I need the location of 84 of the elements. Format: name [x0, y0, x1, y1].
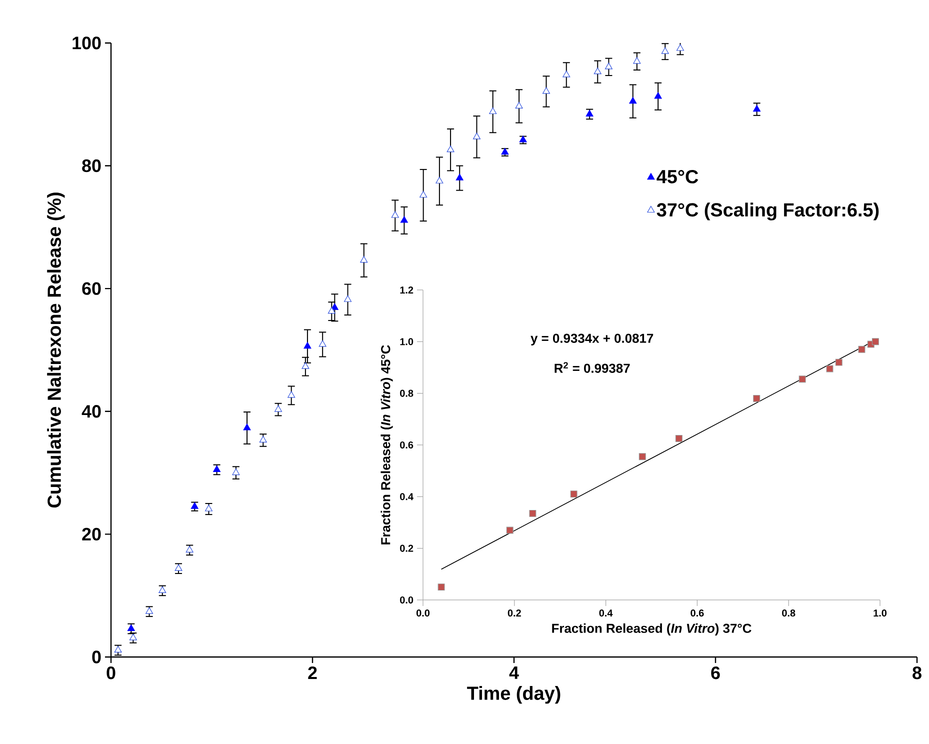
y-tick-label: 80 [82, 159, 101, 172]
x-tick-label: 0.8 [782, 610, 796, 617]
point [360, 256, 368, 263]
point [594, 68, 602, 74]
y-tick-label: 0.4 [400, 493, 414, 500]
point [259, 436, 267, 443]
point [489, 107, 497, 114]
x-tick-label: 0.0 [416, 610, 430, 617]
point [446, 146, 454, 152]
y-tick-label: 0 [92, 650, 101, 664]
point [420, 190, 428, 198]
x-tick-label: 1.0 [874, 610, 887, 617]
y-tick-label: 60 [82, 282, 101, 295]
legend-label: 45°C [656, 170, 698, 184]
point [318, 340, 326, 347]
point [638, 453, 646, 460]
point [438, 584, 445, 591]
annotation: R$^{2}$ = 0.99387 [554, 362, 630, 373]
y-tick-label: 100 [72, 36, 101, 50]
point [506, 526, 514, 534]
point [436, 176, 444, 184]
point [146, 607, 154, 614]
point [826, 365, 834, 372]
point [328, 307, 336, 314]
point [629, 97, 637, 104]
point [391, 211, 399, 218]
y-tick-label: 0.6 [400, 441, 414, 449]
legend-label: 37°C (Scaling Factor:6.5) [656, 202, 879, 220]
point [519, 136, 527, 142]
point [186, 546, 194, 552]
point [472, 132, 480, 140]
annotation: y = 0.9334x + 0.0817 [530, 334, 654, 346]
point [158, 586, 166, 593]
point [515, 102, 523, 109]
x-tick-label: 6 [711, 666, 720, 680]
point [344, 295, 352, 302]
point [232, 468, 240, 476]
point [835, 358, 842, 366]
x-tick-label: 0.2 [508, 610, 521, 617]
point [872, 338, 879, 346]
point [542, 87, 550, 94]
point [304, 342, 312, 349]
x-tick-label: 8 [912, 666, 922, 680]
point [586, 110, 594, 116]
point [570, 490, 578, 498]
y-tick-label: 20 [82, 528, 101, 541]
point [633, 57, 641, 64]
point [190, 502, 198, 509]
y-tick-label: 40 [82, 405, 101, 418]
point [858, 346, 866, 353]
x-tick-label: 0 [106, 666, 116, 680]
point [753, 394, 760, 402]
point [400, 216, 408, 223]
point [661, 47, 669, 54]
y-tick-label: 1.2 [400, 286, 414, 294]
point [456, 174, 464, 180]
y-tick-label: 0.2 [400, 544, 414, 552]
point [213, 465, 221, 472]
x-axis-title: Fraction Released (In Vitro) 37°C [552, 623, 752, 636]
point [174, 564, 182, 571]
point [302, 362, 310, 369]
point [114, 646, 122, 653]
y-axis-title: Cumulative Naltrexone Release (%) [47, 192, 65, 508]
point [127, 624, 135, 632]
point [204, 504, 212, 512]
y-axis-title: Fraction Released (In Vitro) 45°C [380, 345, 393, 544]
point [274, 405, 282, 412]
y-tick-label: 0.8 [400, 390, 414, 397]
point [243, 424, 251, 430]
x-axis-title: Time (day) [467, 686, 560, 704]
point [562, 70, 570, 78]
y-tick-label: 1.0 [400, 338, 414, 346]
x-tick-label: 0.4 [599, 610, 613, 617]
x-tick-label: 4 [509, 666, 519, 679]
x-tick-label: 2 [308, 666, 317, 680]
point [654, 92, 662, 99]
x-tick-label: 0.6 [690, 610, 704, 617]
point [604, 62, 612, 70]
point [753, 105, 761, 112]
point [675, 435, 682, 442]
point [529, 510, 536, 517]
y-tick-label: 0.0 [400, 596, 414, 604]
point [798, 376, 806, 383]
point [288, 391, 296, 398]
